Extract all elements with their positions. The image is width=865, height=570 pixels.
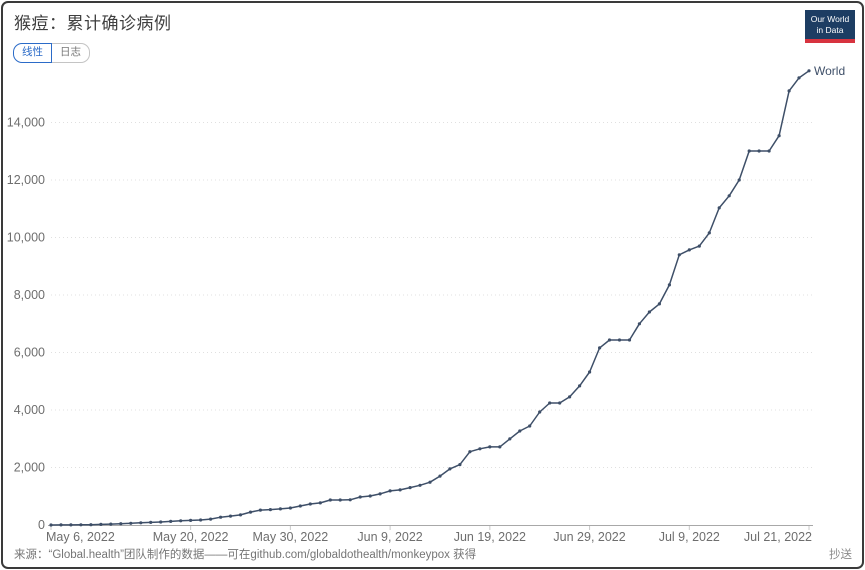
- world-label: World: [814, 64, 845, 78]
- svg-text:12,000: 12,000: [7, 173, 45, 187]
- scale-toggle: 线性 日志: [13, 43, 90, 63]
- svg-text:Jul 9, 2022: Jul 9, 2022: [659, 530, 720, 544]
- svg-text:14,000: 14,000: [7, 116, 45, 130]
- owid-logo-line2: in Data: [816, 25, 844, 36]
- svg-text:0: 0: [38, 518, 45, 532]
- svg-text:Jun 29, 2022: Jun 29, 2022: [553, 530, 625, 544]
- svg-text:May 6, 2022: May 6, 2022: [46, 530, 115, 544]
- svg-text:May 30, 2022: May 30, 2022: [252, 530, 328, 544]
- svg-text:Jun 9, 2022: Jun 9, 2022: [357, 530, 422, 544]
- world-series-markers: [49, 69, 811, 527]
- svg-text:2,000: 2,000: [14, 461, 45, 475]
- tab-log[interactable]: 日志: [52, 43, 90, 63]
- tab-linear[interactable]: 线性: [13, 43, 52, 63]
- source-note: 来源：“Global.health”团队制作的数据——可在github.com/…: [14, 549, 477, 561]
- license-note: 抄送: [829, 549, 852, 561]
- y-axis: 0 2,000 4,000 6,000 8,000 10,000 12,000 14,000: [7, 116, 813, 532]
- svg-text:10,000: 10,000: [7, 231, 45, 245]
- svg-text:May 20, 2022: May 20, 2022: [153, 530, 229, 544]
- svg-text:6,000: 6,000: [14, 346, 45, 360]
- world-series-line[interactable]: [50, 70, 810, 526]
- x-axis: May 6, 2022 May 20, 2022 May 30, 2022 Jun 9…: [46, 526, 812, 544]
- svg-text:Jun 19, 2022: Jun 19, 2022: [454, 530, 526, 544]
- owid-logo-line1: Our World: [810, 14, 850, 24]
- svg-text:4,000: 4,000: [14, 403, 45, 417]
- svg-text:Jul 21, 2022: Jul 21, 2022: [744, 530, 812, 544]
- line-chart-canvas[interactable]: 0 2,000 4,000 6,000 8,000 10,000 12,000 14,000 M…: [3, 3, 864, 569]
- svg-text:8,000: 8,000: [14, 288, 45, 302]
- page-title: 猴痘：累计确诊病例: [14, 14, 172, 33]
- owid-logo[interactable]: Our World in Data: [805, 10, 855, 44]
